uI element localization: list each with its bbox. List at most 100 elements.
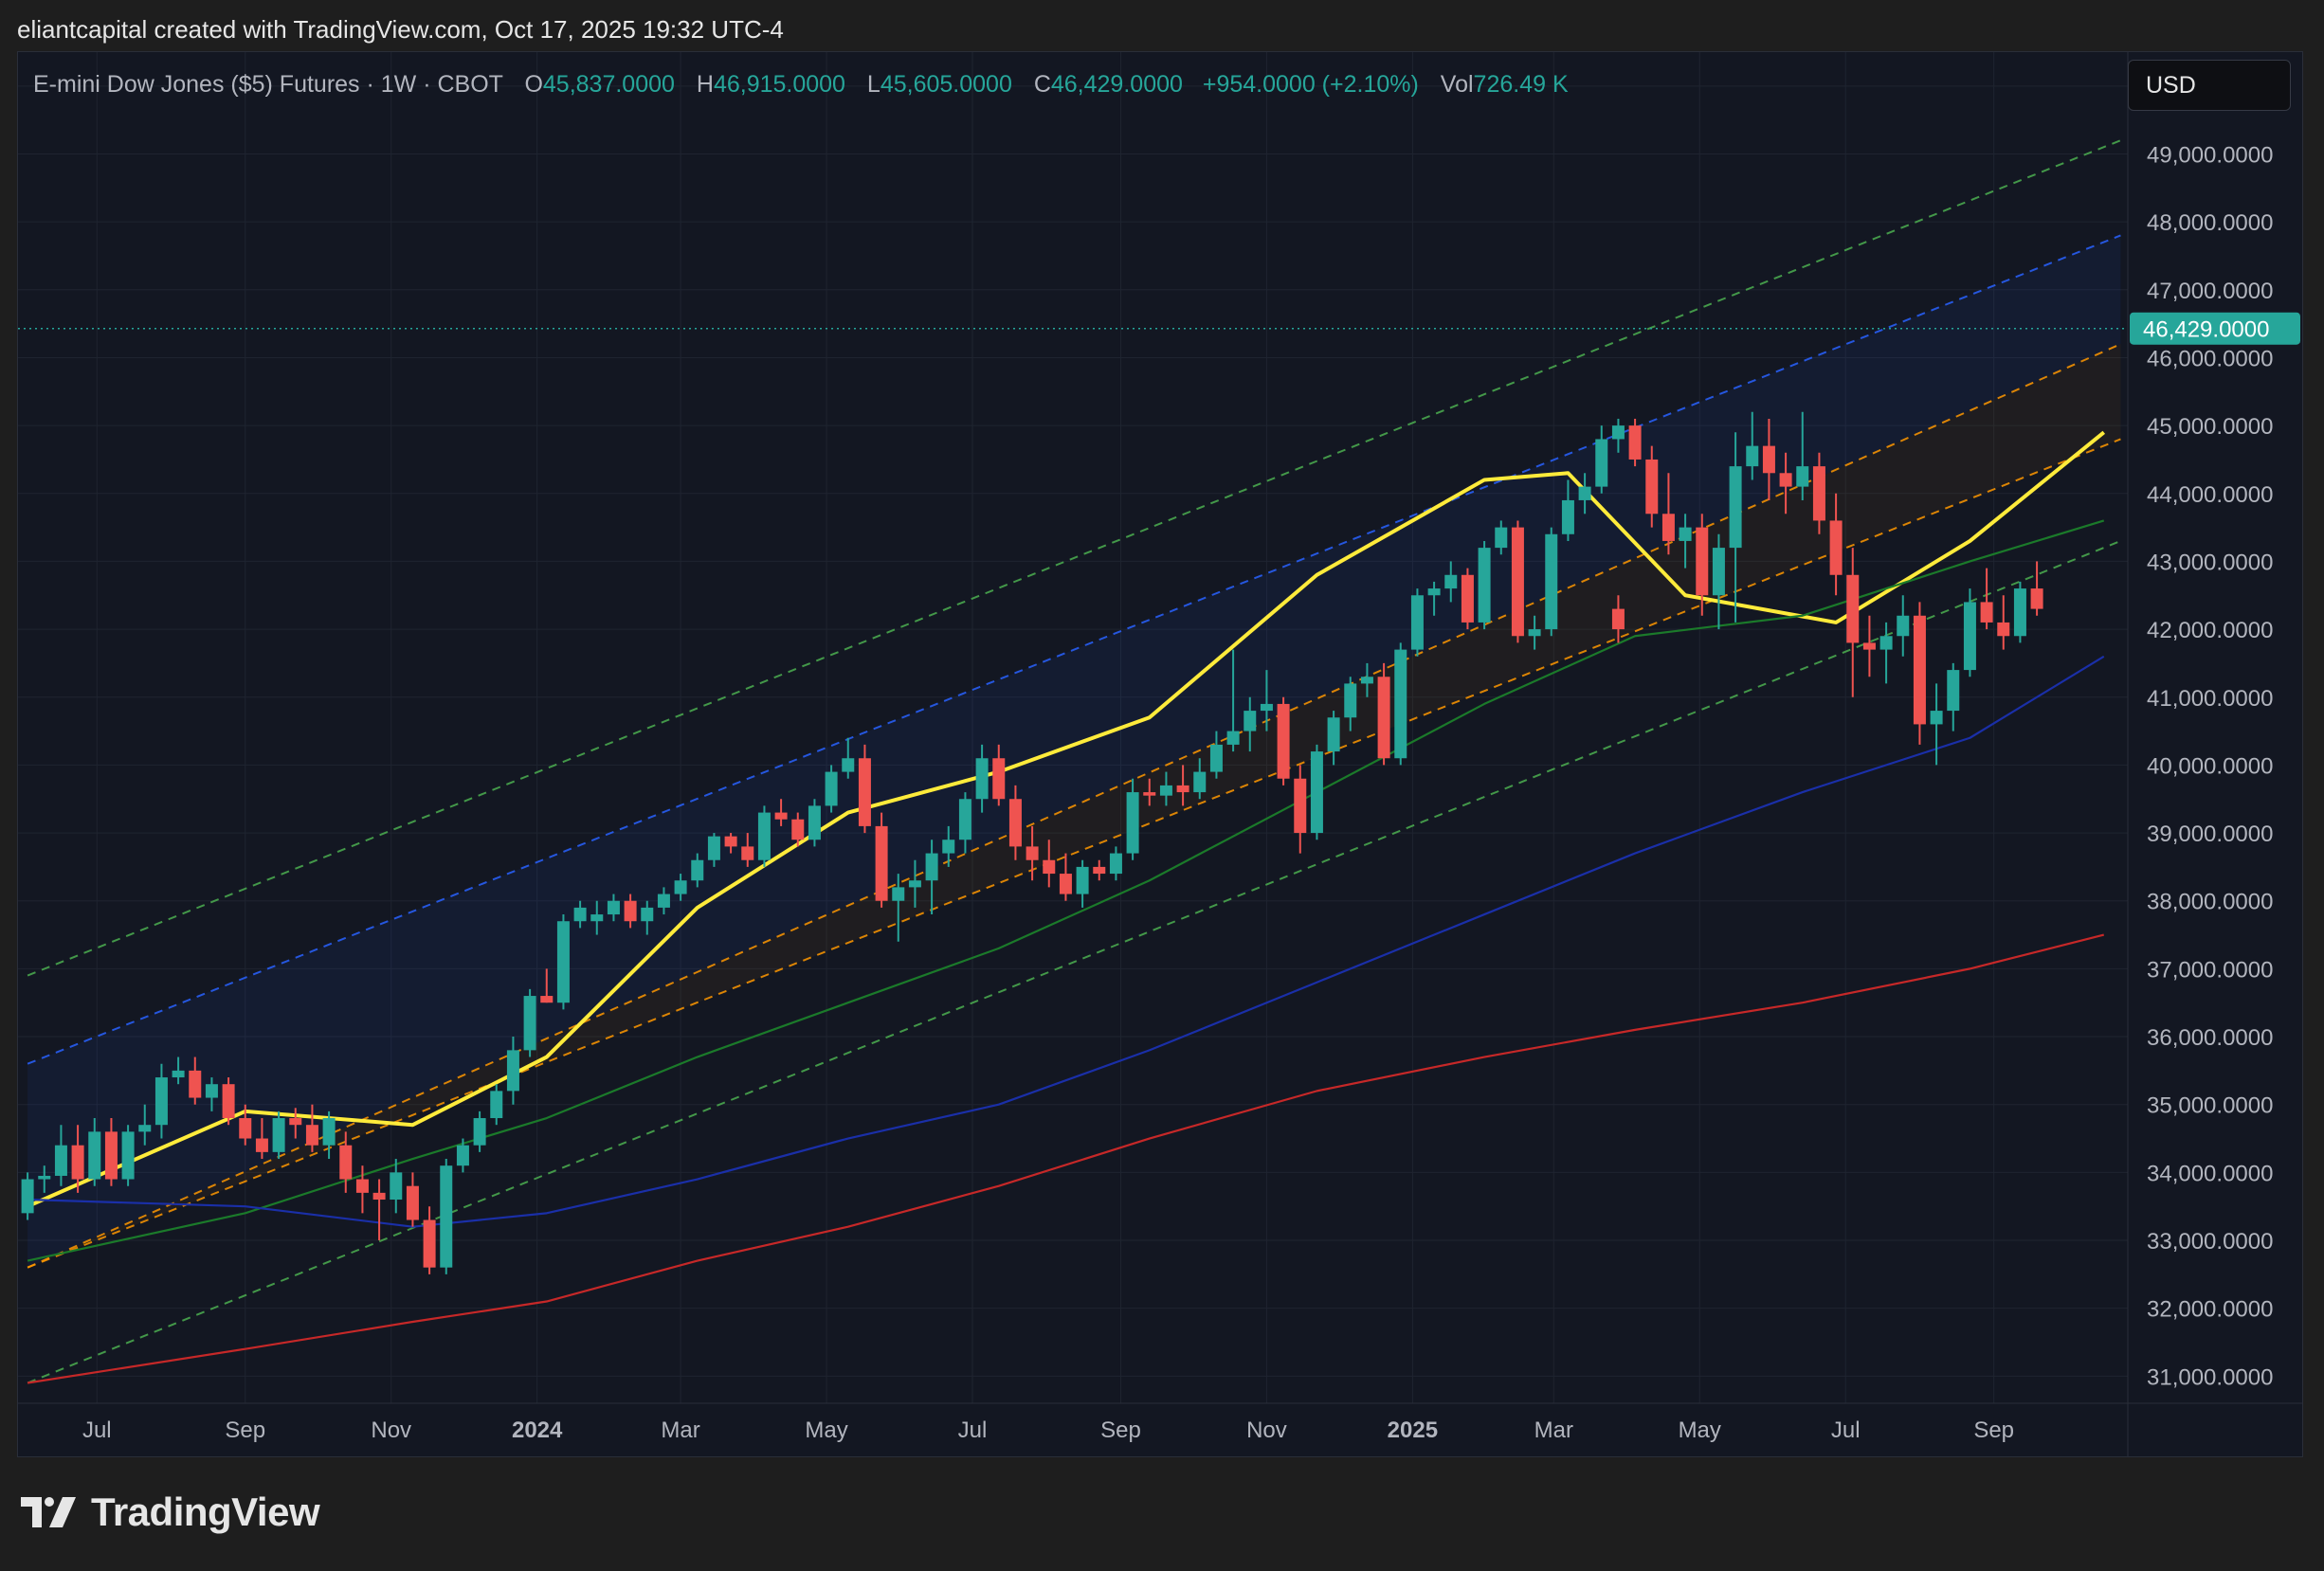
price-tick-label: 47,000.0000 [2147, 279, 2273, 304]
candle-body [390, 1172, 403, 1201]
candle-body [1244, 711, 1257, 731]
time-tick-label: 2025 [1388, 1418, 1438, 1443]
candle-body [121, 1131, 135, 1180]
candle-body [138, 1125, 152, 1132]
price-tick-label: 48,000.0000 [2147, 210, 2273, 236]
moving-average-line [27, 430, 2106, 1209]
candle-body [1143, 792, 1156, 796]
candle-body [1109, 853, 1122, 875]
candle-body [774, 812, 788, 820]
candle-body [1997, 622, 2010, 637]
currency-selector[interactable]: USD [2128, 60, 2291, 111]
candle-body [154, 1077, 168, 1126]
candle-body [54, 1145, 67, 1176]
price-tick-label: 36,000.0000 [2147, 1025, 2273, 1051]
candle-body [239, 1118, 252, 1139]
candle-body [1578, 486, 1591, 500]
candle-body [1829, 520, 1843, 575]
candle-body [858, 758, 871, 826]
candle-body [289, 1118, 302, 1126]
candle-body [707, 836, 720, 860]
time-tick-label: Jul [958, 1418, 988, 1443]
candle-body [1126, 792, 1139, 854]
candle-body [875, 825, 888, 901]
candle-body [1679, 527, 1692, 541]
channel-line [27, 139, 2121, 977]
candle-body [1862, 642, 1876, 650]
candle-body [1026, 846, 1039, 860]
time-tick-label: Nov [371, 1418, 411, 1443]
change-value: +954.0000 (+2.10%) [1202, 71, 1419, 98]
candle-body [590, 914, 604, 922]
moving-average-line [27, 519, 2105, 1262]
symbol-legend: E-mini Dow Jones ($5) Futures · 1W · CBO… [33, 71, 1569, 99]
candle-body [372, 1192, 386, 1201]
candles [21, 411, 2043, 1274]
candle-body [172, 1070, 185, 1078]
price-tick-label: 41,000.0000 [2147, 686, 2273, 712]
candlestick-chart[interactable]: 46,429.0000 31,000.0000 32,000.0000 33,000… [18, 52, 2302, 1456]
candle-body [1947, 670, 1960, 712]
candle-body [1913, 615, 1926, 725]
last-price-tag [2130, 312, 2300, 345]
candle-body [724, 836, 737, 847]
upper-channel-fill [27, 235, 2121, 1268]
candle-body [1528, 629, 1541, 637]
time-tick-label: 2024 [512, 1418, 563, 1443]
candle-body [1746, 445, 1759, 467]
candle-body [406, 1185, 419, 1220]
candle-body [1043, 859, 1056, 875]
high-value: 46,915.0000 [713, 71, 845, 98]
candle-body [1779, 473, 1792, 487]
candle-body [1846, 574, 1860, 643]
channel-line [27, 438, 2121, 1269]
candle-body [1209, 744, 1223, 772]
candle-body [104, 1131, 118, 1180]
candle-body [322, 1118, 336, 1146]
candle-body [1762, 445, 1775, 474]
time-tick-label: Jul [1831, 1418, 1861, 1443]
price-tick-label: 44,000.0000 [2147, 482, 2273, 508]
candle-body [506, 1050, 519, 1092]
candle-body [1394, 649, 1407, 759]
time-tick-label: Jul [82, 1418, 112, 1443]
candle-body [205, 1084, 218, 1098]
candle-body [1611, 425, 1625, 440]
candle-body [540, 996, 554, 1003]
candle-body [992, 758, 1006, 800]
candle-body [1595, 439, 1608, 487]
price-tick-label: 38,000.0000 [2147, 890, 2273, 915]
tradingview-logo[interactable]: TradingView [21, 1490, 320, 1535]
candle-body [892, 887, 905, 901]
candle-body [808, 805, 821, 840]
candle-body [440, 1165, 453, 1268]
candle-body [1897, 615, 1910, 637]
candle-body [1696, 527, 1709, 596]
candle-body [757, 812, 771, 860]
tradingview-logo-icon [21, 1497, 76, 1527]
candle-body [556, 921, 570, 1003]
candle-body [222, 1084, 235, 1119]
candle-body [2013, 588, 2026, 637]
candle-body [88, 1131, 101, 1180]
candle-body [842, 758, 855, 772]
price-tick-label: 40,000.0000 [2147, 753, 2273, 779]
candle-body [1511, 527, 1524, 637]
candle-body [423, 1219, 436, 1268]
candle-body [942, 840, 955, 854]
price-tick-label: 37,000.0000 [2147, 957, 2273, 983]
candle-body [1159, 785, 1172, 796]
open-value: 45,837.0000 [542, 71, 675, 98]
candle-body [1628, 425, 1642, 460]
volume-value: 726.49 K [1473, 71, 1569, 98]
candle-body [1310, 751, 1323, 834]
candle-body [958, 799, 971, 840]
channel-line [27, 540, 2121, 1384]
candle-body [339, 1145, 353, 1180]
candle-body [1377, 677, 1390, 759]
chart-container[interactable]: 46,429.0000 31,000.0000 32,000.0000 33,000… [17, 51, 2303, 1457]
candle-body [691, 859, 704, 881]
symbol-name[interactable]: E-mini Dow Jones ($5) Futures · 1W · CBO… [33, 71, 503, 98]
candle-body [1478, 548, 1491, 623]
candle-body [1796, 466, 1809, 487]
